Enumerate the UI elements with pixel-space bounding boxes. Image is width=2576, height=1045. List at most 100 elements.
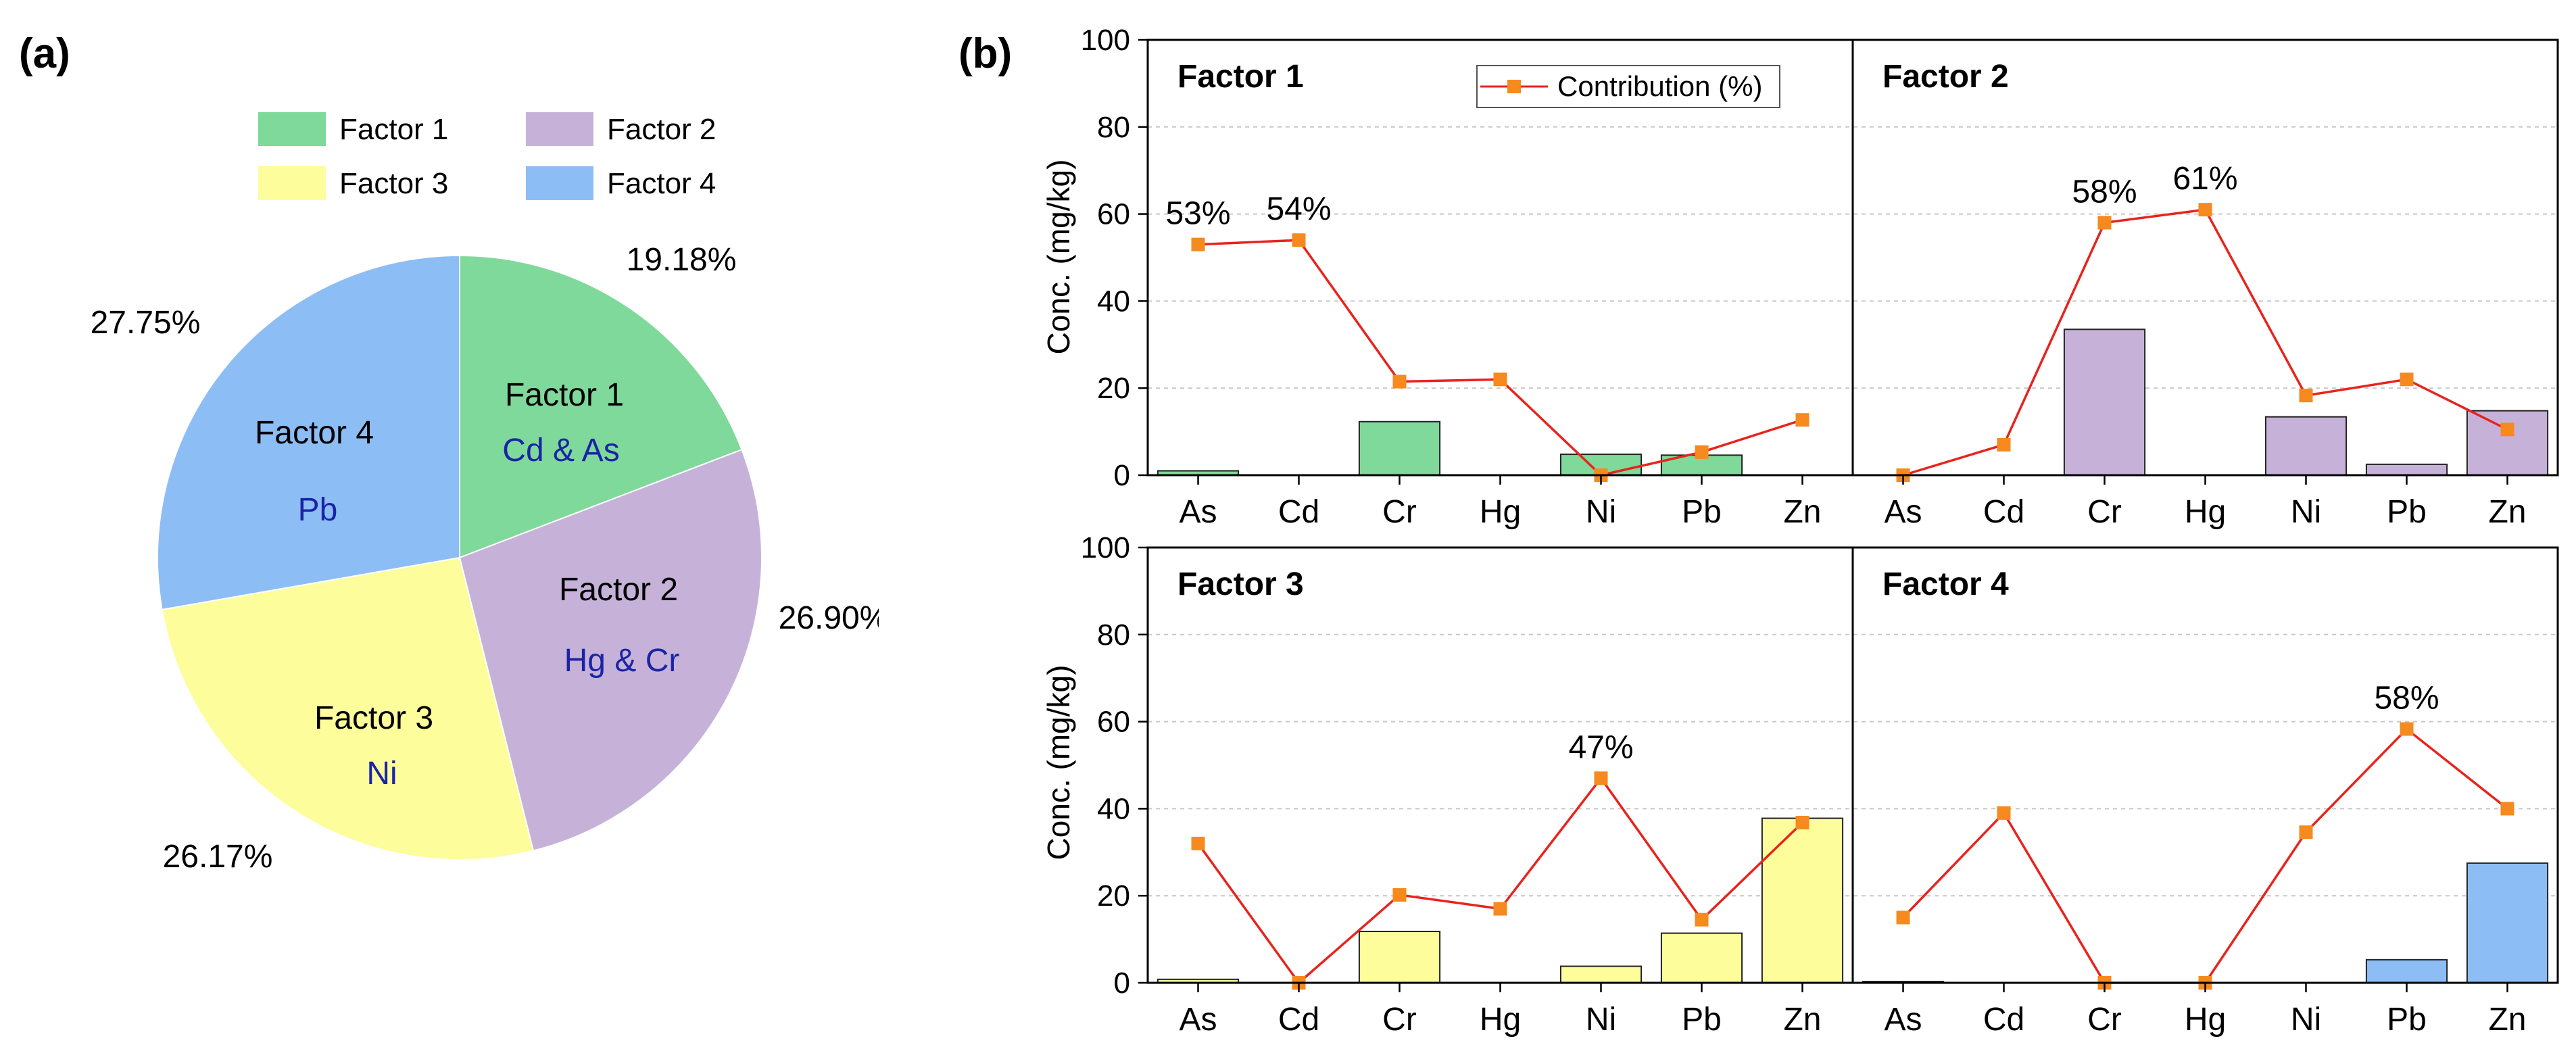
contribution-line-factor-4 <box>1902 727 2508 984</box>
x-tick-label-factor-2-cr: Cr <box>2087 494 2122 530</box>
x-tick-label-factor-2-ni: Ni <box>2291 494 2321 530</box>
y-tick-label-0: 0 <box>1114 967 1130 1000</box>
contribution-point-factor-3-hg <box>1493 902 1507 916</box>
x-tick-label-factor-2-zn: Zn <box>2488 494 2526 530</box>
x-tick-label-factor-1-pb: Pb <box>1682 494 1722 530</box>
contribution-point-factor-1-cr <box>1392 374 1407 389</box>
y-tick-label-0: 0 <box>1114 459 1130 492</box>
panel-factor-2: 58% 61% Factor 2 As Cd Cr Hg Ni Pb Zn <box>1851 39 2559 530</box>
bar-factor-4-zn <box>2466 862 2549 984</box>
pie-slice-factor-4 <box>157 254 460 611</box>
contribution-point-factor-1-cd <box>1292 233 1306 247</box>
y-tick-label-20: 20 <box>1097 879 1130 913</box>
x-tick-label-factor-2-hg: Hg <box>2185 494 2226 530</box>
bar-factor-3-zn <box>1761 817 1844 983</box>
contribution-point-factor-4-pb <box>2400 722 2414 736</box>
pie-legend-swatch-factor1 <box>258 112 326 146</box>
slice-percent-factor4: 27.75% <box>91 305 201 341</box>
x-tick-label-factor-4-cr: Cr <box>2087 1002 2122 1038</box>
panel-factor-1: 53% 54% Factor 1 As Cd Cr Hg Ni Pb Zn <box>1146 39 1854 530</box>
panel-a-label: (a) <box>19 30 70 77</box>
contribution-line-factor-1 <box>1198 239 1803 477</box>
pie-slice-factor-1 <box>459 254 743 559</box>
y-tick-label-60: 60 <box>1097 198 1130 231</box>
contribution-point-factor-2-hg <box>2198 203 2212 217</box>
panel-frame-factor-4 <box>1851 546 2559 984</box>
contribution-point-factor-1-pb <box>1695 445 1709 459</box>
pie-percent-labels: 19.18% 26.90% 26.17% 27.75% <box>91 242 879 875</box>
contribution-line-factor-2 <box>1902 208 2508 477</box>
y-tick-label-80: 80 <box>1097 618 1130 652</box>
contribution-point-factor-4-cd <box>1997 806 2011 820</box>
pie-slice-factor-3 <box>161 556 535 860</box>
panel-title-factor-3: Factor 3 <box>1177 566 1304 602</box>
pie-legend-label-factor2: Factor 2 <box>607 113 716 146</box>
contribution-point-factor-2-zn <box>2500 422 2514 437</box>
x-tick-label-factor-3-as: As <box>1179 1002 1217 1038</box>
x-tick-label-factor-4-cd: Cd <box>1983 1002 2024 1038</box>
pie-legend: Factor 1 Factor 2 Factor 3 Factor 4 <box>258 112 716 200</box>
y-axis-row-2: 0 20 40 60 80 100 <box>1081 531 1148 1000</box>
x-tick-label-factor-4-zn: Zn <box>2488 1002 2526 1038</box>
contribution-point-factor-2-pb <box>2400 372 2414 387</box>
contribution-point-factor-4-zn <box>2500 802 2514 816</box>
slice-source-factor3: Ni <box>366 756 397 792</box>
x-tick-label-factor-2-pb: Pb <box>2387 494 2427 530</box>
x-tick-label-factor-3-zn: Zn <box>1783 1002 1821 1038</box>
slice-source-factor4: Pb <box>298 492 338 528</box>
pie-legend-swatch-factor4 <box>526 166 593 200</box>
panel-b-label: (b) <box>958 30 1013 77</box>
slice-percent-factor2: 26.90% <box>779 600 879 636</box>
y-tick-label-80: 80 <box>1097 111 1130 144</box>
x-tick-label-factor-4-as: As <box>1884 1002 1922 1038</box>
panel-title-factor-1: Factor 1 <box>1177 59 1304 95</box>
bar-factor-3-pb <box>1660 932 1743 983</box>
panel-frame-factor-2 <box>1851 39 2559 477</box>
pie-chart: Factor 1 Factor 2 Factor 3 Factor 4 Fact… <box>91 112 879 875</box>
x-tick-label-factor-2-cd: Cd <box>1983 494 2024 530</box>
contribution-point-factor-4-as <box>1896 910 1910 925</box>
x-tick-label-factor-4-ni: Ni <box>2291 1002 2321 1038</box>
annotation-factor-4-pb: 58% <box>2374 681 2439 716</box>
panel-title-factor-2: Factor 2 <box>1882 59 2009 95</box>
pie-legend-label-factor4: Factor 4 <box>607 167 716 200</box>
pie-legend-label-factor3: Factor 3 <box>339 167 448 200</box>
contribution-point-factor-3-cr <box>1392 888 1407 902</box>
contribution-point-factor-3-pb <box>1695 913 1709 927</box>
slice-name-factor3: Factor 3 <box>314 700 433 736</box>
y-axis-row-1: 0 20 40 60 80 100 <box>1081 24 1148 492</box>
y-tick-label-60: 60 <box>1097 706 1130 739</box>
bar-factor-2-zn <box>2466 410 2549 476</box>
contribution-point-factor-3-ni <box>1594 771 1608 785</box>
legend-marker-sample <box>1507 80 1521 93</box>
y-tick-label-100: 100 <box>1081 24 1130 57</box>
contribution-point-factor-1-zn <box>1795 413 1809 427</box>
pie-slices <box>157 254 762 860</box>
pie-legend-label-factor1: Factor 1 <box>339 113 448 146</box>
slice-name-factor1: Factor 1 <box>505 377 624 413</box>
bar-factor-2-cr <box>2063 329 2146 477</box>
contribution-point-factor-2-cr <box>2097 216 2112 230</box>
bar-factor-4-pb <box>2365 958 2448 984</box>
x-tick-label-factor-1-cd: Cd <box>1278 494 1319 530</box>
slice-percent-factor3: 26.17% <box>163 839 273 875</box>
x-tick-label-factor-4-pb: Pb <box>2387 1002 2427 1038</box>
x-tick-label-factor-1-cr: Cr <box>1382 494 1417 530</box>
contribution-point-factor-3-as <box>1191 836 1205 850</box>
x-tick-label-factor-4-hg: Hg <box>2185 1002 2226 1038</box>
pie-slice-factor-2 <box>458 448 762 852</box>
y-tick-label-20: 20 <box>1097 372 1130 405</box>
y-axis-title-top: Conc. (mg/kg) <box>1041 160 1076 355</box>
slice-source-factor1: Cd & As <box>502 433 619 468</box>
annotation-factor-2-cr: 58% <box>2072 174 2137 210</box>
slice-name-factor2: Factor 2 <box>559 572 678 608</box>
bar-factor-2-pb <box>2365 463 2448 477</box>
slice-source-factor2: Hg & Cr <box>564 643 680 679</box>
panel-title-factor-4: Factor 4 <box>1882 566 2009 602</box>
y-axis-title-bottom: Conc. (mg/kg) <box>1041 665 1076 860</box>
x-tick-label-factor-2-as: As <box>1884 494 1922 530</box>
bar-factor-3-cr <box>1358 931 1441 984</box>
pie-legend-swatch-factor3 <box>258 166 326 200</box>
x-tick-label-factor-1-ni: Ni <box>1586 494 1616 530</box>
